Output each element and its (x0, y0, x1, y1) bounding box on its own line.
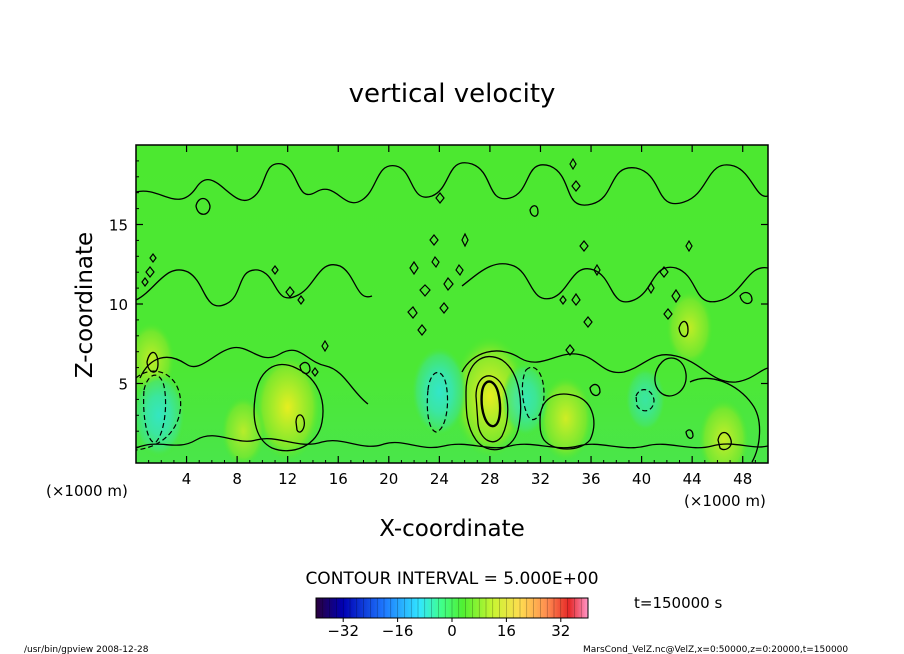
footer-left: /usr/bin/gpview 2008-12-28 (24, 645, 149, 654)
contour-eddy-4 (299, 361, 311, 375)
downdraft-region (136, 372, 186, 459)
x-tick-label: 36 (581, 470, 600, 488)
colorbar-segments (322, 598, 582, 618)
x-tick-label: 16 (329, 470, 348, 488)
x-tick-label: 44 (683, 470, 702, 488)
x-axis-ticks: 4 8 12 16 20 24 28 32 36 40 44 48 (148, 145, 756, 488)
x-tick-label: 48 (733, 470, 752, 488)
colorbar-tick-label: −32 (327, 622, 359, 640)
contour-eddy-2 (529, 205, 539, 217)
x-tick-label: 40 (632, 470, 651, 488)
colorbar: −32 −16 0 16 32 (315, 597, 589, 640)
eddy-cluster-b (559, 240, 601, 356)
x-axis-label: X-coordinate (379, 516, 525, 542)
colorbar-tick-label: 16 (497, 622, 516, 640)
contour-updraft-28-core (480, 380, 502, 428)
contour-eddy-1 (195, 197, 211, 215)
y-tick-label: 10 (109, 296, 128, 314)
contour-updraft-28 (465, 355, 522, 451)
plot-area (136, 145, 768, 463)
contour-updraft-28-mid (475, 375, 509, 443)
x-tick-label: 20 (379, 470, 398, 488)
x-tick-label: 4 (182, 470, 192, 488)
x-tick-label: 32 (531, 470, 550, 488)
colorbar-gradient (316, 598, 588, 618)
x-unit-left: (×1000 m) (46, 482, 128, 500)
colorbar-ticks: −32 −16 0 16 32 (327, 618, 570, 640)
contour-line-lower-left (139, 346, 369, 405)
y-axis-ticks: 5 10 15 (109, 160, 768, 448)
colorbar-tick-label: −16 (382, 622, 414, 640)
contour-updraft-left-edge (146, 351, 159, 373)
updraft-region (666, 290, 714, 366)
contour-downdraft-2-outer (136, 370, 182, 451)
contour-negative (136, 366, 655, 451)
downdraft-region (410, 346, 468, 437)
eddy-cluster-c (647, 239, 693, 320)
eddy-cluster-e (141, 157, 581, 287)
y-axis-label: Z-coordinate (72, 232, 98, 378)
downdraft-region (501, 361, 549, 437)
contour-line-upper (136, 162, 768, 206)
eddy-cluster-d (271, 265, 329, 377)
contour-downdraft-2 (143, 374, 167, 443)
footer-right: MarsCond_VelZ.nc@VelZ,x=0:50000,z=0:2000… (583, 645, 848, 654)
contour-downdraft-40-dash (635, 389, 655, 412)
contour-downdraft-40-b (689, 377, 761, 463)
contour-downdraft-31 (521, 366, 545, 421)
chart-title: vertical velocity (349, 79, 556, 109)
contour-updraft-46 (717, 431, 732, 451)
contour-updraft-34 (539, 393, 595, 450)
contour-updraft-12 (253, 363, 324, 452)
contour-interval-label: CONTOUR INTERVAL = 5.000E+00 (305, 569, 598, 589)
contour-eddy-5 (589, 383, 601, 397)
contour-downdraft-40 (654, 357, 687, 397)
contour-updraft-12-inner (295, 414, 306, 433)
updraft-region (254, 354, 321, 461)
x-tick-label: 24 (430, 470, 449, 488)
eddy-cluster-a (407, 232, 469, 336)
contour-eddy-3 (739, 291, 753, 305)
x-tick-label: 8 (232, 470, 242, 488)
contour-line-mid-right (461, 263, 768, 303)
contour-line-bottom (136, 435, 768, 449)
x-tick-label: 12 (278, 470, 297, 488)
small-eddies (141, 157, 693, 377)
updraft-region (698, 398, 749, 463)
contour-line-lower-right (461, 350, 768, 383)
contour-line-mid-left (136, 264, 373, 307)
downdraft-region (624, 367, 666, 432)
colorbar-tick-label: 32 (551, 622, 570, 640)
contour-eddy-6 (685, 429, 694, 439)
x-unit-right: (×1000 m) (684, 492, 766, 510)
y-tick-label: 5 (118, 376, 128, 394)
contour-lines (136, 162, 768, 463)
y-tick-label: 15 (109, 217, 128, 235)
contour-updraft-44 (678, 320, 689, 338)
colorbar-tick-label: 0 (447, 622, 457, 640)
x-tick-label: 28 (480, 470, 499, 488)
updraft-region (221, 396, 266, 463)
contour-downdraft-24 (426, 372, 449, 433)
time-label: t=150000 s (634, 594, 722, 612)
